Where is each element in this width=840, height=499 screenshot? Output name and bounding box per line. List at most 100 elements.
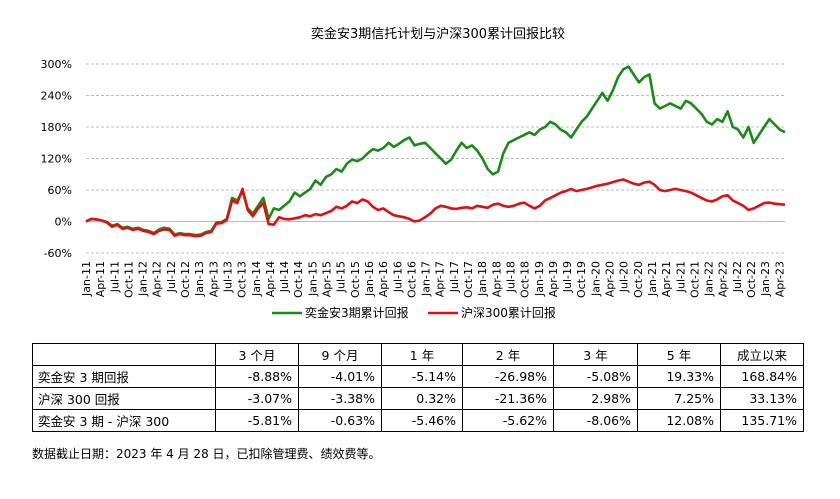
table-cell: 168.84% — [720, 365, 804, 388]
table-cell: -5.08% — [553, 365, 638, 388]
x-tick-label: Jan-23 — [759, 261, 772, 297]
x-tick-label: Jan-13 — [193, 261, 206, 297]
chart-title: 奕金安3期信托计划与沪深300累计回报比较 — [311, 26, 565, 42]
table-cell: -8.06% — [553, 409, 638, 432]
table-cell: 12.08% — [637, 409, 721, 432]
series-lines — [85, 65, 786, 238]
cumulative-return-chart: 奕金安3期信托计划与沪深300累计回报比较 -60% 0% 60% 120% 180% 2… — [41, 26, 787, 320]
y-tick-label: 240% — [41, 90, 72, 103]
x-tick-label: Apr-11 — [94, 261, 107, 297]
table-cell: -5.14% — [381, 365, 463, 388]
row-label: 奕金安 3 期 - 沪深 300 — [32, 409, 216, 432]
x-tick-label: Oct-15 — [349, 261, 362, 298]
table-cell: -5.62% — [462, 409, 554, 432]
performance-table: 3 个月 9 个月 1 年 2 年 3 年 5 年 成立以来 奕金安 3 期回报… — [32, 343, 804, 432]
table-header-row: 3 个月 9 个月 1 年 2 年 3 年 5 年 成立以来 — [32, 343, 804, 366]
table-cell: 33.13% — [720, 387, 804, 410]
table-header-cell — [32, 343, 216, 366]
table-cell: -3.07% — [215, 387, 299, 410]
table-header-cell: 3 个月 — [215, 343, 299, 366]
table-header-cell: 2 年 — [462, 343, 554, 366]
y-axis-ticks: -60% 0% 60% 120% 180% 240% 300% — [41, 58, 72, 260]
x-tick-label: Jul-17 — [448, 261, 461, 293]
table-row: 沪深 300 回报 -3.07% -3.38% 0.32% -21.36% 2.… — [32, 387, 804, 410]
x-tick-label: Oct-19 — [575, 261, 588, 298]
table-header-cell: 9 个月 — [298, 343, 382, 366]
x-tick-label: Jul-19 — [561, 261, 574, 293]
x-tick-label: Apr-17 — [434, 261, 447, 297]
x-tick-label: Jul-22 — [731, 261, 744, 293]
x-tick-label: Oct-20 — [632, 261, 645, 298]
x-tick-label: Jul-11 — [108, 261, 121, 293]
table-cell: 2.98% — [553, 387, 638, 410]
x-tick-label: Jan-12 — [137, 261, 150, 297]
series-line-csi300 — [85, 178, 786, 238]
x-tick-label: Jul-13 — [221, 261, 234, 293]
row-label: 沪深 300 回报 — [32, 387, 216, 410]
x-tick-label: Apr-18 — [490, 261, 503, 297]
x-tick-label: Apr-16 — [377, 261, 390, 297]
y-tick-label: 60% — [48, 184, 72, 197]
table-cell: 7.25% — [637, 387, 721, 410]
x-tick-label: Oct-11 — [122, 261, 135, 298]
x-tick-label: Jul-14 — [278, 261, 291, 293]
legend-label: 奕金安3期累计回报 — [305, 305, 409, 320]
table-header-cell: 3 年 — [553, 343, 638, 366]
table-row: 奕金安 3 期 - 沪深 300 -5.81% -0.63% -5.46% -5… — [32, 409, 804, 432]
x-tick-label: Jan-21 — [646, 261, 659, 297]
legend-label: 沪深300累计回报 — [461, 305, 556, 320]
y-tick-label: -60% — [44, 247, 72, 260]
table-header-cell: 1 年 — [381, 343, 463, 366]
x-tick-label: Oct-22 — [745, 261, 758, 298]
table-cell: 135.71% — [720, 409, 804, 432]
table-cell: 0.32% — [381, 387, 463, 410]
x-tick-label: Jan-17 — [420, 261, 433, 297]
x-tick-label: Jul-16 — [391, 261, 404, 293]
x-tick-label: Oct-14 — [292, 261, 305, 298]
y-tick-label: 180% — [41, 121, 72, 134]
y-tick-label: 0% — [55, 216, 72, 229]
x-tick-label: Apr-20 — [604, 261, 617, 297]
table-cell: -8.88% — [215, 365, 299, 388]
x-tick-label: Apr-15 — [321, 261, 334, 297]
grid-lines — [86, 63, 785, 254]
x-axis-ticks: Jan-11 Apr-11 Jul-11 Oct-11 Jan-12 Apr-12 Jul-… — [80, 261, 786, 298]
x-tick-label: Jan-16 — [363, 261, 376, 297]
row-label: 奕金安 3 期回报 — [32, 365, 216, 388]
x-tick-label: Jan-11 — [80, 261, 93, 297]
x-tick-label: Oct-13 — [236, 261, 249, 298]
x-tick-label: Jan-22 — [703, 261, 716, 297]
x-tick-label: Apr-14 — [264, 261, 277, 297]
x-tick-label: Jul-20 — [618, 261, 631, 293]
x-tick-label: Apr-19 — [547, 261, 560, 297]
table-cell: -26.98% — [462, 365, 554, 388]
y-tick-label: 120% — [41, 153, 72, 166]
x-tick-label: Apr-21 — [660, 261, 673, 297]
x-tick-label: Oct-16 — [405, 261, 418, 298]
y-tick-label: 300% — [41, 58, 72, 71]
x-tick-label: Oct-18 — [519, 261, 532, 298]
x-tick-label: Jan-19 — [533, 261, 546, 297]
legend: 奕金安3期累计回报 沪深300累计回报 — [272, 305, 556, 320]
x-tick-label: Jan-15 — [306, 261, 319, 297]
table-cell: -5.81% — [215, 409, 299, 432]
x-tick-label: Apr-12 — [151, 261, 164, 297]
x-tick-label: Jan-14 — [250, 261, 263, 297]
x-tick-label: Jul-12 — [165, 261, 178, 293]
x-tick-label: Oct-12 — [179, 261, 192, 298]
table-cell: -4.01% — [298, 365, 382, 388]
x-tick-label: Apr-22 — [717, 261, 730, 297]
x-tick-label: Jan-18 — [476, 261, 489, 297]
table-cell: -0.63% — [298, 409, 382, 432]
table-header-cell: 成立以来 — [720, 343, 804, 366]
x-tick-label: Jan-20 — [589, 261, 602, 297]
table-row: 奕金安 3 期回报 -8.88% -4.01% -5.14% -26.98% -… — [32, 365, 804, 388]
x-tick-label: Oct-17 — [462, 261, 475, 298]
table-cell: -21.36% — [462, 387, 554, 410]
table-cell: 19.33% — [637, 365, 721, 388]
table-cell: -3.38% — [298, 387, 382, 410]
table-header-cell: 5 年 — [637, 343, 721, 366]
x-tick-label: Jul-18 — [504, 261, 517, 293]
data-note: 数据截止日期：2023 年 4 月 28 日，已扣除管理费、绩效费等。 — [32, 447, 381, 461]
x-tick-label: Apr-13 — [207, 261, 220, 297]
